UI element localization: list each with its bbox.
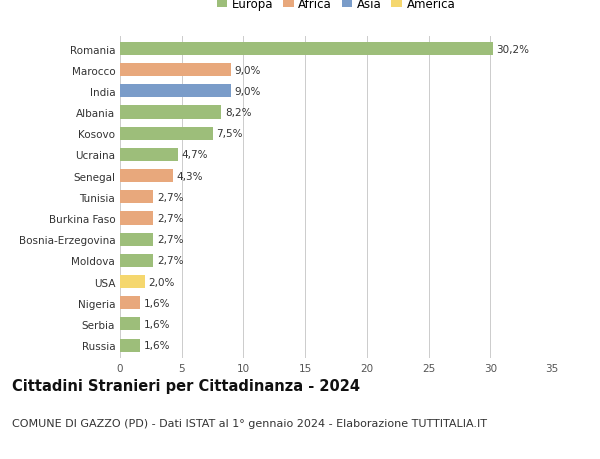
Bar — [120, 128, 212, 140]
Bar — [120, 233, 154, 246]
Text: 7,5%: 7,5% — [216, 129, 243, 139]
Text: COMUNE DI GAZZO (PD) - Dati ISTAT al 1° gennaio 2024 - Elaborazione TUTTITALIA.I: COMUNE DI GAZZO (PD) - Dati ISTAT al 1° … — [12, 418, 487, 428]
Text: 4,7%: 4,7% — [182, 150, 208, 160]
Bar — [120, 297, 140, 310]
Bar — [120, 170, 173, 183]
Bar — [120, 318, 140, 331]
Text: 1,6%: 1,6% — [143, 298, 170, 308]
Text: 4,3%: 4,3% — [177, 171, 203, 181]
Bar — [120, 43, 493, 56]
Text: 2,7%: 2,7% — [157, 235, 184, 245]
Bar — [120, 106, 221, 119]
Text: 2,7%: 2,7% — [157, 213, 184, 224]
Text: 9,0%: 9,0% — [235, 66, 261, 76]
Legend: Europa, Africa, Asia, America: Europa, Africa, Asia, America — [217, 0, 455, 11]
Bar — [120, 275, 145, 288]
Text: 9,0%: 9,0% — [235, 87, 261, 97]
Text: 30,2%: 30,2% — [496, 45, 529, 55]
Text: 2,7%: 2,7% — [157, 192, 184, 202]
Bar — [120, 339, 140, 352]
Bar — [120, 254, 154, 267]
Bar — [120, 64, 231, 77]
Text: 2,7%: 2,7% — [157, 256, 184, 266]
Bar — [120, 85, 231, 98]
Text: 1,6%: 1,6% — [143, 340, 170, 350]
Text: Cittadini Stranieri per Cittadinanza - 2024: Cittadini Stranieri per Cittadinanza - 2… — [12, 379, 360, 394]
Text: 2,0%: 2,0% — [148, 277, 175, 287]
Text: 8,2%: 8,2% — [225, 108, 251, 118]
Bar — [120, 191, 154, 204]
Text: 1,6%: 1,6% — [143, 319, 170, 329]
Bar — [120, 149, 178, 162]
Bar — [120, 212, 154, 225]
